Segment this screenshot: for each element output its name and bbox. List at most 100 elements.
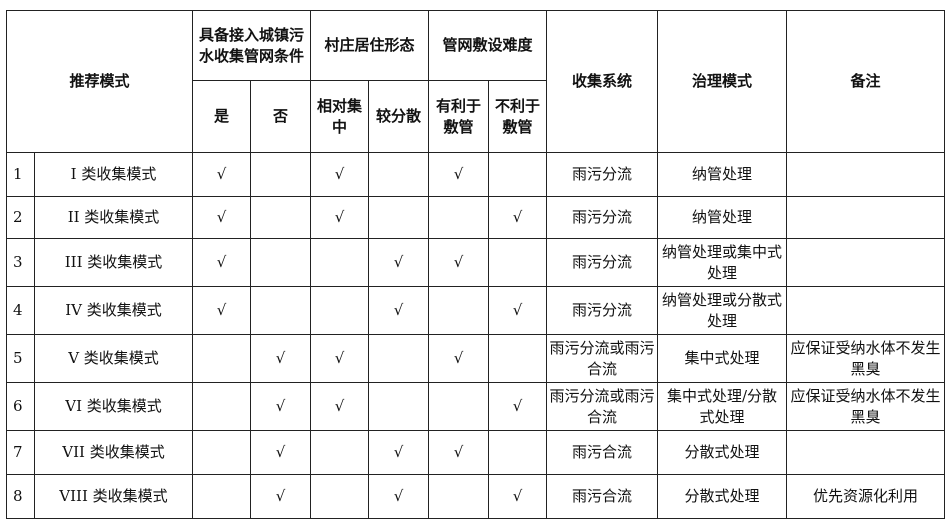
table-row: 8 VIII 类收集模式 √ √ √ 雨污合流 分散式处理 优先资源化利用: [6, 474, 945, 519]
mode-name: VI 类收集模式: [34, 382, 193, 431]
treatment-mode: 纳管处理: [657, 196, 787, 239]
row-number: 1: [6, 152, 35, 197]
table-row: 4 IV 类收集模式 √ √ √ 雨污分流 纳管处理或分散式处理: [6, 286, 945, 335]
treatment-mode: 分散式处理: [657, 430, 787, 475]
header-pipe-group: 管网敷设难度: [428, 10, 547, 81]
connect-yes-cell: √: [192, 238, 251, 287]
header-connect-no: 否: [250, 80, 311, 153]
collection-system: 雨污分流或雨污合流: [546, 382, 658, 431]
settle-scattered-cell: [368, 334, 429, 383]
row-number: 7: [6, 430, 35, 475]
pipe-favorable-cell: √: [428, 334, 489, 383]
settle-scattered-cell: √: [368, 430, 429, 475]
row-number: 5: [6, 334, 35, 383]
treatment-mode: 纳管处理: [657, 152, 787, 197]
mode-name: V 类收集模式: [34, 334, 193, 383]
settle-concentrated-cell: [310, 286, 369, 335]
header-connect-group: 具备接入城镇污水收集管网条件: [192, 10, 311, 81]
settle-concentrated-cell: [310, 430, 369, 475]
remarks: [786, 152, 945, 197]
pipe-unfavorable-cell: [488, 334, 547, 383]
header-settle-concentrated: 相对集中: [310, 80, 369, 153]
connect-no-cell: [250, 196, 311, 239]
connect-no-cell: √: [250, 382, 311, 431]
table-row: 3 III 类收集模式 √ √ √ 雨污分流 纳管处理或集中式处理: [6, 238, 945, 287]
settle-concentrated-cell: √: [310, 334, 369, 383]
settle-concentrated-cell: √: [310, 196, 369, 239]
mode-name: II 类收集模式: [34, 196, 193, 239]
pipe-favorable-cell: √: [428, 152, 489, 197]
treatment-mode: 纳管处理或分散式处理: [657, 286, 787, 335]
collection-mode-table: 推荐模式 具备接入城镇污水收集管网条件 村庄居住形态 管网敷设难度 收集系统 治…: [6, 10, 945, 519]
settle-concentrated-cell: [310, 238, 369, 287]
remarks: [786, 238, 945, 287]
settle-scattered-cell: √: [368, 286, 429, 335]
pipe-unfavorable-cell: √: [488, 382, 547, 431]
table-row: 7 VII 类收集模式 √ √ √ 雨污合流 分散式处理: [6, 430, 945, 475]
row-number: 2: [6, 196, 35, 239]
remarks: 应保证受纳水体不发生黑臭: [786, 382, 945, 431]
row-number: 8: [6, 474, 35, 519]
pipe-favorable-cell: [428, 196, 489, 239]
pipe-unfavorable-cell: √: [488, 286, 547, 335]
mode-name: VII 类收集模式: [34, 430, 193, 475]
mode-name: III 类收集模式: [34, 238, 193, 287]
settle-scattered-cell: √: [368, 238, 429, 287]
mode-name: IV 类收集模式: [34, 286, 193, 335]
header-mode: 推荐模式: [6, 10, 193, 153]
connect-yes-cell: √: [192, 152, 251, 197]
connect-no-cell: √: [250, 474, 311, 519]
settle-scattered-cell: √: [368, 474, 429, 519]
connect-yes-cell: [192, 474, 251, 519]
remarks: [786, 196, 945, 239]
connect-no-cell: [250, 238, 311, 287]
connect-yes-cell: [192, 334, 251, 383]
pipe-favorable-cell: [428, 286, 489, 335]
pipe-favorable-cell: √: [428, 238, 489, 287]
settle-scattered-cell: [368, 196, 429, 239]
connect-no-cell: [250, 152, 311, 197]
row-number: 3: [6, 238, 35, 287]
header-treatment: 治理模式: [657, 10, 787, 153]
treatment-mode: 集中式处理: [657, 334, 787, 383]
connect-yes-cell: √: [192, 286, 251, 335]
header-collection: 收集系统: [546, 10, 658, 153]
header-settle-group: 村庄居住形态: [310, 10, 429, 81]
connect-no-cell: √: [250, 430, 311, 475]
pipe-favorable-cell: √: [428, 430, 489, 475]
connect-yes-cell: [192, 430, 251, 475]
mode-name: I 类收集模式: [34, 152, 193, 197]
remarks: [786, 286, 945, 335]
connect-yes-cell: [192, 382, 251, 431]
settle-concentrated-cell: [310, 474, 369, 519]
pipe-favorable-cell: [428, 474, 489, 519]
collection-system: 雨污分流或雨污合流: [546, 334, 658, 383]
collection-system: 雨污合流: [546, 474, 658, 519]
collection-system: 雨污分流: [546, 196, 658, 239]
header-remarks: 备注: [786, 10, 945, 153]
connect-no-cell: √: [250, 334, 311, 383]
collection-system: 雨污分流: [546, 238, 658, 287]
treatment-mode: 集中式处理/分散式处理: [657, 382, 787, 431]
table-row: 6 VI 类收集模式 √ √ √ 雨污分流或雨污合流 集中式处理/分散式处理 应保证受纳水体不…: [6, 382, 945, 431]
mode-name: VIII 类收集模式: [34, 474, 193, 519]
row-number: 4: [6, 286, 35, 335]
settle-concentrated-cell: √: [310, 382, 369, 431]
pipe-unfavorable-cell: [488, 430, 547, 475]
settle-scattered-cell: [368, 152, 429, 197]
row-number: 6: [6, 382, 35, 431]
table-row: 2 II 类收集模式 √ √ √ 雨污分流 纳管处理: [6, 196, 945, 239]
pipe-unfavorable-cell: [488, 152, 547, 197]
connect-no-cell: [250, 286, 311, 335]
collection-system: 雨污合流: [546, 430, 658, 475]
header-pipe-unfavorable: 不利于敷管: [488, 80, 547, 153]
settle-concentrated-cell: √: [310, 152, 369, 197]
remarks: 应保证受纳水体不发生黑臭: [786, 334, 945, 383]
pipe-favorable-cell: [428, 382, 489, 431]
pipe-unfavorable-cell: [488, 238, 547, 287]
treatment-mode: 分散式处理: [657, 474, 787, 519]
header-pipe-favorable: 有利于敷管: [428, 80, 489, 153]
remarks: 优先资源化利用: [786, 474, 945, 519]
